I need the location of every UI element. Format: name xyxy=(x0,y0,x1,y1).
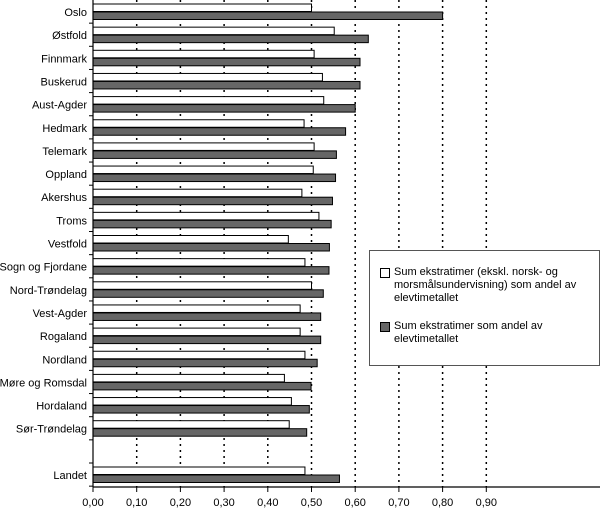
category-label: Oslo xyxy=(64,7,87,19)
bar xyxy=(92,289,324,298)
x-tick-label: 0,50 xyxy=(301,497,322,509)
category-label: Sogn og Fjordane xyxy=(0,262,87,274)
bar xyxy=(92,196,333,206)
x-tick-label: 0,30 xyxy=(213,497,234,509)
x-tick-label: 0,70 xyxy=(388,497,409,509)
bar xyxy=(92,96,325,105)
bar xyxy=(92,312,322,321)
category-label: Landet xyxy=(53,470,87,482)
bar xyxy=(92,57,361,67)
bar xyxy=(92,34,369,44)
bar xyxy=(92,397,292,406)
bar xyxy=(92,381,312,391)
bar xyxy=(92,266,330,275)
legend-swatch-white xyxy=(380,268,390,278)
category-label: Østfold xyxy=(52,30,87,42)
category-label: Hedmark xyxy=(42,123,87,135)
bar xyxy=(92,281,312,290)
bar xyxy=(92,211,320,221)
x-tick-label: 0,20 xyxy=(170,497,191,509)
bar xyxy=(92,327,301,337)
bar xyxy=(92,142,315,151)
x-tick-label: 0,40 xyxy=(257,497,278,509)
category-label: Troms xyxy=(56,215,87,227)
category-label: Rogaland xyxy=(40,331,87,343)
bar xyxy=(92,188,303,198)
bar xyxy=(92,219,332,229)
legend: Sum ekstratimer (ekskl. norsk- og morsmå… xyxy=(369,250,600,366)
category-label: Vestfold xyxy=(48,239,87,251)
legend-label: Sum ekstratimer som andel av elevtimetal… xyxy=(394,320,543,345)
bar xyxy=(92,11,444,20)
legend-item-total: Sum ekstratimer som andel av elevtimetal… xyxy=(380,320,595,346)
bar xyxy=(92,358,318,368)
bar xyxy=(92,49,315,59)
legend-swatch-gray xyxy=(380,322,390,332)
category-label: Nord-Trøndelag xyxy=(10,285,87,297)
bar xyxy=(92,127,347,136)
bar xyxy=(92,466,306,475)
legend-label: Sum ekstratimer (ekskl. norsk- og morsmå… xyxy=(394,266,577,304)
x-tick-label: 0,10 xyxy=(126,497,147,509)
x-tick-label: 0,90 xyxy=(476,497,497,509)
bar xyxy=(92,474,340,483)
category-label: Hordaland xyxy=(36,401,87,413)
legend-item-ekskl: Sum ekstratimer (ekskl. norsk- og morsmå… xyxy=(380,266,595,305)
category-label: Sør-Trøndelag xyxy=(16,424,87,436)
bar xyxy=(92,428,308,437)
bar xyxy=(92,150,337,159)
bar xyxy=(92,173,337,183)
category-label: Vest-Agder xyxy=(33,308,88,320)
bar xyxy=(92,335,322,345)
bar xyxy=(92,119,305,128)
bar xyxy=(92,258,306,267)
category-label: Finnmark xyxy=(41,53,87,65)
category-label: Oppland xyxy=(45,169,87,181)
bar xyxy=(92,72,323,82)
x-tick-label: 0,60 xyxy=(344,497,365,509)
bar xyxy=(92,405,310,414)
bar xyxy=(92,26,335,36)
x-tick-label: 0,00 xyxy=(82,497,103,509)
category-label: Møre og Romsdal xyxy=(0,377,87,389)
category-label: Akershus xyxy=(41,192,87,204)
category-label: Aust-Agder xyxy=(32,100,87,112)
bar xyxy=(92,420,290,429)
x-tick-label: 0,80 xyxy=(432,497,453,509)
bar xyxy=(92,304,301,313)
bar xyxy=(92,373,285,383)
bar xyxy=(92,350,306,360)
category-label: Buskerud xyxy=(41,76,87,88)
bar xyxy=(92,235,289,244)
bar xyxy=(92,243,330,252)
category-label: Telemark xyxy=(42,146,87,158)
bar xyxy=(92,80,361,90)
category-label: Nordland xyxy=(42,354,87,366)
bar xyxy=(92,165,314,175)
bar xyxy=(92,3,312,12)
bar xyxy=(92,104,356,113)
